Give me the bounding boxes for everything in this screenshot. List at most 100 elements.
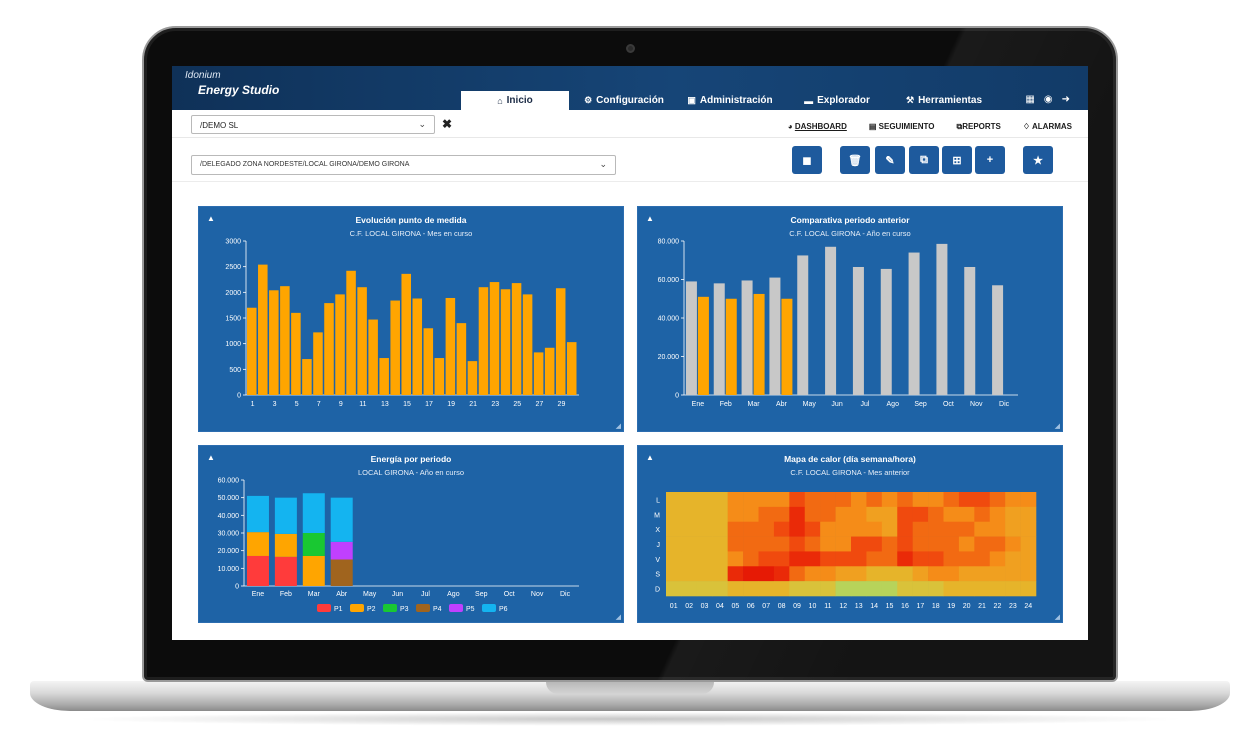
column-label: 22 [994, 603, 1002, 610]
row-label: L [656, 497, 660, 504]
heatmap-cell [851, 581, 867, 597]
clear-icon[interactable]: ✖ [442, 117, 453, 131]
heatmap-cell [743, 506, 759, 523]
column-label: 17 [916, 603, 924, 610]
bar [390, 300, 400, 395]
heatmap-cell [958, 566, 975, 582]
legend-label: P6 [499, 606, 508, 613]
subtab-alarmas[interactable]: ♢ ALARMAS [1022, 122, 1072, 131]
bar [511, 283, 522, 395]
x-tick-label: Oct [504, 591, 515, 598]
heatmap-cell [789, 506, 806, 523]
nav-tab-inicio[interactable]: ⌂ Inicio [461, 91, 569, 110]
export-button[interactable]: ◼ [792, 146, 822, 174]
actions-row [172, 138, 1088, 182]
logout-icon[interactable]: ➜ [1061, 94, 1070, 105]
heatmap-cell [666, 581, 682, 597]
panel-title: Evolución punto de medida [355, 215, 467, 225]
heatmap-cell [881, 506, 898, 523]
legend-label: P4 [433, 606, 442, 613]
table-icon[interactable]: ▦ [1025, 94, 1035, 105]
clone-button[interactable]: ⧉ [909, 146, 939, 174]
heatmap-cell [773, 551, 790, 567]
y-tick-label: 2000 [225, 290, 241, 297]
collapse-icon[interactable]: ▲ [646, 453, 654, 462]
heatmap-cell [1020, 566, 1037, 582]
x-tick-label: 25 [513, 401, 521, 408]
trash-icon: 🗑 [848, 154, 862, 167]
legend-label: P1 [334, 606, 343, 613]
nav-tab-herramientas[interactable]: ⚒ Herramientas [906, 95, 982, 106]
panel-mapa-calor: ▲ Mapa de calor (día semana/hora) C.F. L… [637, 445, 1063, 623]
x-tick-label: 29 [558, 401, 566, 408]
resize-icon[interactable]: ◢ [1054, 423, 1060, 430]
collapse-icon[interactable]: ▲ [207, 214, 215, 223]
heatmap-cell [881, 492, 898, 508]
collapse-icon[interactable]: ▲ [207, 453, 215, 462]
row-label: V [655, 557, 660, 564]
y-tick-label: 0 [237, 393, 241, 400]
heatmap-cell [851, 536, 867, 552]
resize-icon[interactable]: ◢ [615, 423, 621, 430]
heatmap-cell [943, 536, 960, 552]
x-tick-label: Oct [943, 401, 954, 408]
column-label: 21 [978, 603, 986, 610]
client-select[interactable]: /DEMO SL ⌄ [191, 115, 435, 134]
x-tick-label: 21 [469, 401, 477, 408]
nav-tab-administracion[interactable]: ▣ Administración [687, 95, 773, 106]
x-tick-label: Mar [308, 591, 321, 598]
edit-button[interactable]: ✎ [875, 146, 905, 174]
x-tick-label: 23 [491, 401, 499, 408]
subtab-reports[interactable]: ⧉REPORTS [956, 122, 1001, 131]
column-label: 07 [762, 603, 770, 610]
bar [685, 281, 697, 395]
bar [797, 255, 809, 395]
chevron-down-icon: ⌄ [599, 159, 607, 169]
heatmap-cell [727, 492, 744, 508]
add-button[interactable]: + [975, 146, 1005, 174]
heatmap-cell [866, 566, 883, 582]
nav-tab-explorador[interactable]: ▬ Explorador [804, 95, 870, 106]
bar [401, 273, 411, 395]
heatmap-cell [989, 506, 1006, 523]
subtab-dashboard[interactable]: ◕ DASHBOARD [787, 122, 847, 131]
add-widget-button[interactable]: ⊞ [942, 146, 972, 174]
bar [566, 342, 577, 395]
heatmap-cell [681, 551, 698, 567]
location-select[interactable]: /DELEGADO ZONA NORDESTE/LOCAL GIRONA/DEM… [191, 155, 616, 175]
heatmap-cell [789, 551, 806, 567]
y-tick-label: 1000 [225, 341, 241, 348]
legend-label: P5 [466, 606, 475, 613]
heatmap-cell [758, 506, 775, 523]
bar [489, 282, 500, 395]
collapse-icon[interactable]: ▲ [646, 214, 654, 223]
heatmap-cell [866, 551, 883, 567]
heatmap-cell [681, 581, 698, 597]
camera-icon [626, 44, 635, 53]
heatmap-cell [681, 492, 698, 508]
resize-icon[interactable]: ◢ [1054, 614, 1060, 621]
delete-button[interactable]: 🗑 [840, 146, 870, 174]
resize-icon[interactable]: ◢ [615, 614, 621, 621]
heatmap-cell [666, 536, 682, 552]
column-label: 15 [886, 603, 894, 610]
heatmap-cell [696, 506, 713, 523]
heatmap-cell [743, 551, 759, 567]
subtab-seguimiento[interactable]: ▤ SEGUIMIENTO [868, 122, 935, 131]
column-label: 01 [670, 603, 678, 610]
heatmap-cell [928, 521, 944, 537]
plus-icon: + [986, 154, 994, 166]
heatmap-cell [666, 566, 682, 582]
admin-icon: ▣ [687, 95, 696, 105]
heatmap-cell [696, 492, 713, 508]
nav-tab-configuracion[interactable]: ⚙ Configuración [584, 95, 664, 106]
x-tick-label: May [803, 401, 817, 408]
bar [434, 358, 445, 395]
y-tick-label: 60.000 [658, 277, 680, 284]
heatmap-cell [881, 566, 898, 582]
app-screen: Idonium Energy Studio ⌂ Inicio ⚙ Configura… [172, 66, 1088, 640]
x-tick-label: Abr [776, 401, 788, 408]
row-label: X [655, 527, 660, 534]
user-icon[interactable]: ◉ [1043, 94, 1053, 105]
favorite-button[interactable]: ★ [1023, 146, 1053, 174]
